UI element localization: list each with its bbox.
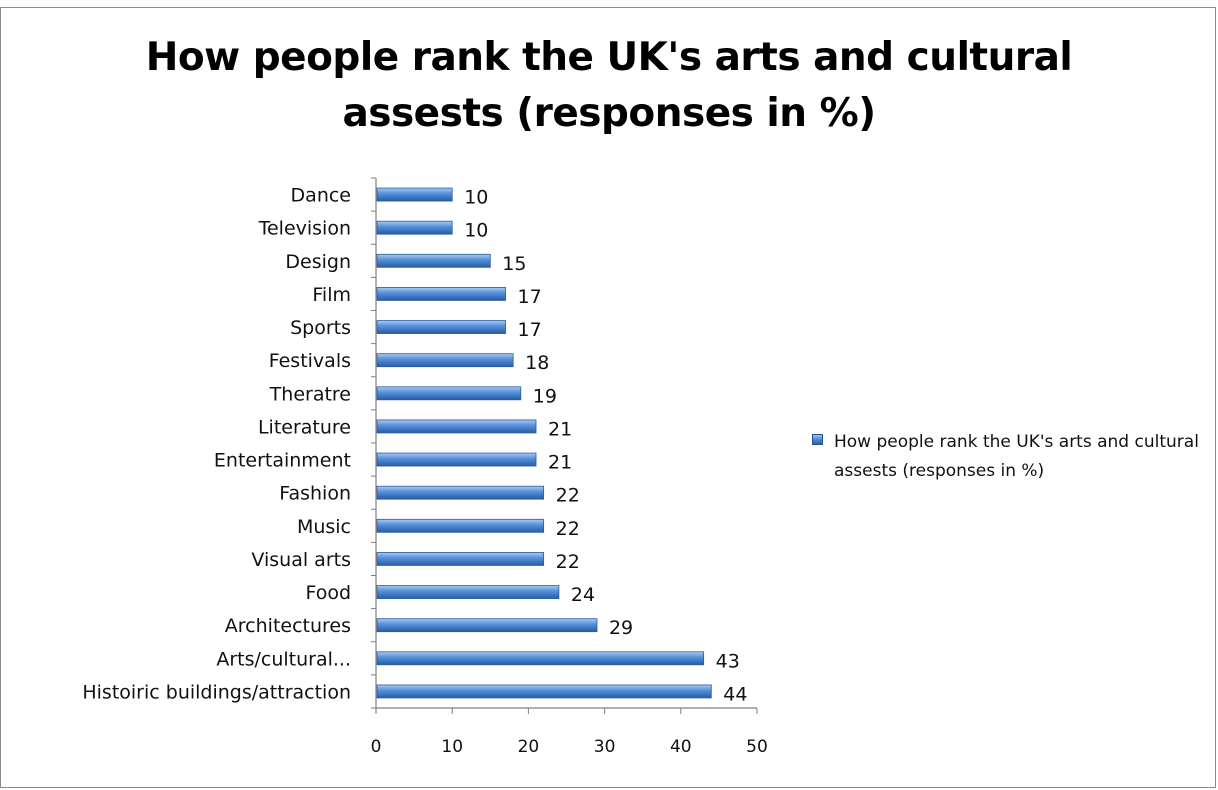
- category-label: Dance: [291, 185, 351, 207]
- category-label: Film: [312, 284, 351, 306]
- bar: [376, 386, 522, 401]
- data-label: 17: [518, 286, 542, 308]
- category-label: Fashion: [279, 483, 351, 505]
- axes-layer: [371, 177, 758, 714]
- x-tick-label: 10: [441, 737, 463, 757]
- category-label: Architectures: [225, 615, 351, 637]
- legend-label: How people rank the UK's arts and cultur…: [834, 432, 1199, 481]
- x-tick-label: 50: [746, 737, 768, 757]
- data-label: 22: [556, 485, 580, 507]
- category-label: Histoiric buildings/attraction: [82, 681, 351, 703]
- data-label: 22: [556, 518, 580, 540]
- bar: [376, 253, 491, 268]
- category-label: Music: [297, 516, 351, 538]
- bar: [376, 485, 545, 500]
- x-tick-label: 0: [371, 737, 382, 757]
- chart-title-line-1: How people rank the UK's arts and cultur…: [145, 35, 1073, 80]
- bars-layer: [376, 187, 712, 699]
- data-label: 44: [723, 683, 747, 705]
- category-label: Visual arts: [251, 549, 351, 571]
- bar: [376, 220, 453, 235]
- bar: [376, 353, 514, 368]
- bar: [376, 684, 712, 699]
- category-label: Design: [285, 251, 351, 273]
- category-label: Festivals: [269, 350, 351, 372]
- bar: [376, 320, 506, 334]
- category-label: Literature: [258, 416, 351, 438]
- category-label: Sports: [290, 317, 351, 339]
- data-label: 21: [548, 452, 572, 474]
- category-label: Food: [305, 582, 351, 604]
- data-label: 17: [518, 319, 542, 341]
- category-label: Television: [258, 218, 351, 240]
- data-label: 18: [525, 352, 549, 374]
- bar: [376, 552, 545, 566]
- bar: [376, 419, 537, 434]
- bar: [376, 187, 453, 202]
- bar: [376, 585, 560, 599]
- data-label: 22: [556, 551, 580, 573]
- category-label: Entertainment: [214, 450, 351, 472]
- chart-title: How people rank the UK's arts and cultur…: [0, 30, 1218, 142]
- x-tick-label: 40: [670, 737, 692, 757]
- chart-title-line-2: assests (responses in %): [342, 91, 876, 136]
- bar: [376, 618, 598, 633]
- data-label: 10: [464, 220, 488, 242]
- data-label: 10: [464, 187, 488, 209]
- legend-swatch: [812, 434, 823, 445]
- bar: [376, 452, 537, 467]
- bar: [376, 518, 545, 533]
- data-label: 21: [548, 418, 572, 440]
- bar: [376, 287, 506, 301]
- data-label: 24: [571, 584, 595, 606]
- category-label: Theratre: [269, 383, 351, 405]
- data-label: 19: [533, 385, 557, 407]
- x-tick-label: 20: [518, 737, 540, 757]
- bar: [376, 651, 705, 666]
- x-tick-label: 30: [594, 737, 616, 757]
- data-label: 43: [716, 650, 740, 672]
- data-label: 15: [502, 253, 526, 275]
- data-label: 29: [609, 617, 633, 639]
- category-label: Arts/cultural...: [216, 648, 351, 670]
- labels-layer: Dance 10 Television 10 Design 15 Film 17 Sports 1…: [82, 185, 767, 757]
